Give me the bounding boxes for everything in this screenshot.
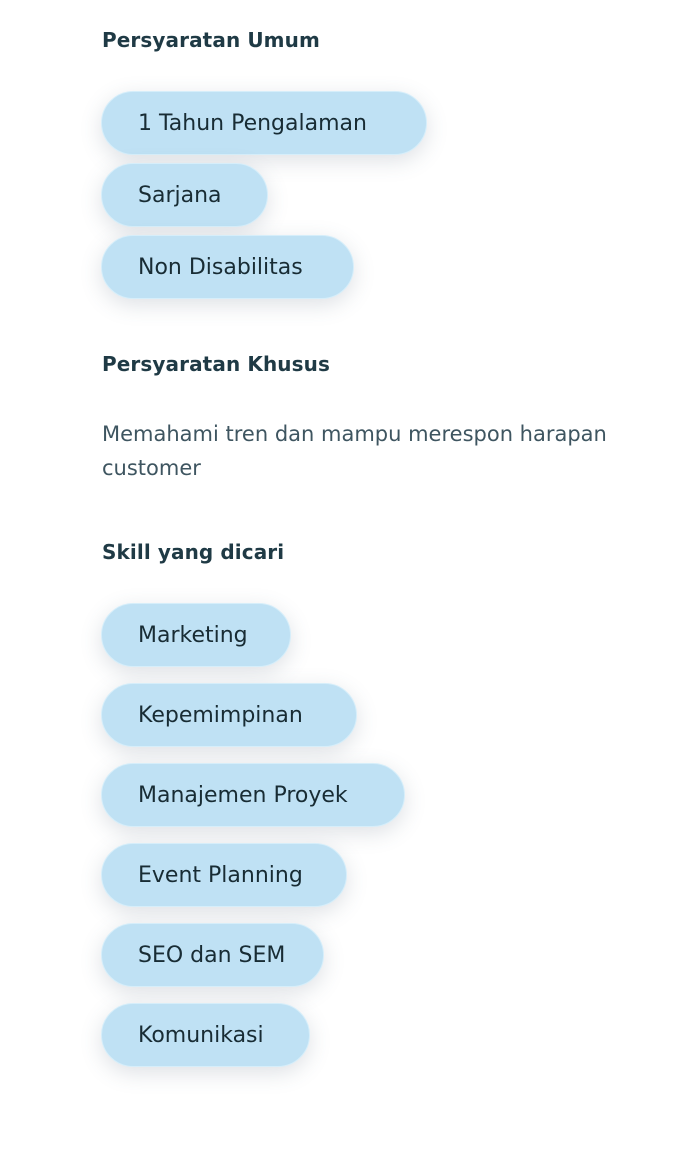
skill-chip-marketing: Marketing bbox=[101, 603, 291, 667]
skill-chip-leadership: Kepemimpinan bbox=[101, 683, 357, 747]
skill-chip-seo-sem: SEO dan SEM bbox=[101, 923, 324, 987]
special-requirements-description: Memahami tren dan mampu merespon harapan… bbox=[102, 422, 607, 480]
skill-chip-project-management: Manajemen Proyek bbox=[101, 763, 405, 827]
general-requirements-heading: Persyaratan Umum bbox=[102, 28, 320, 52]
requirement-chip-degree: Sarjana bbox=[101, 163, 268, 227]
skill-chip-event-planning: Event Planning bbox=[101, 843, 347, 907]
skill-chip-communication: Komunikasi bbox=[101, 1003, 310, 1067]
special-requirements-heading: Persyaratan Khusus bbox=[102, 352, 330, 376]
requirement-chip-experience: 1 Tahun Pengalaman bbox=[101, 91, 427, 155]
skills-heading: Skill yang dicari bbox=[102, 540, 285, 564]
requirement-chip-non-disability: Non Disabilitas bbox=[101, 235, 354, 299]
